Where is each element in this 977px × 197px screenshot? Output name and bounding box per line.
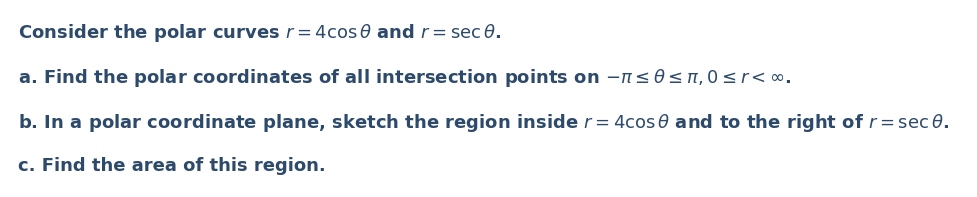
Text: Consider the polar curves $r = 4\cos\theta$ and $r = \sec\theta$.: Consider the polar curves $r = 4\cos\the… — [18, 22, 501, 44]
Text: c. Find the area of this region.: c. Find the area of this region. — [18, 157, 325, 175]
Text: b. In a polar coordinate plane, sketch the region inside $r = 4\cos\theta$ and t: b. In a polar coordinate plane, sketch t… — [18, 112, 948, 134]
Text: a. Find the polar coordinates of all intersection points on $-\pi \leq \theta \l: a. Find the polar coordinates of all int… — [18, 67, 790, 89]
